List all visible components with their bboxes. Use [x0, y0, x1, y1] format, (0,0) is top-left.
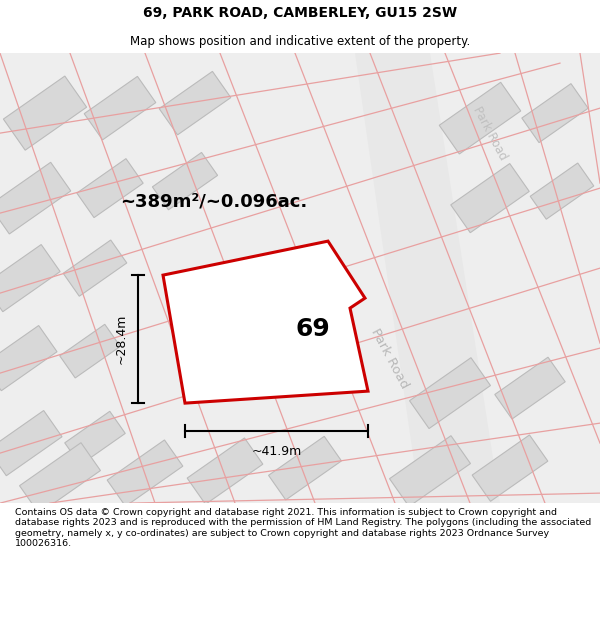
Polygon shape — [84, 76, 156, 140]
Polygon shape — [0, 53, 600, 503]
Polygon shape — [269, 436, 341, 500]
Text: 69: 69 — [296, 318, 331, 341]
Text: ~389m²/~0.096ac.: ~389m²/~0.096ac. — [120, 192, 307, 210]
Polygon shape — [472, 435, 548, 501]
Polygon shape — [60, 324, 120, 378]
Text: Park Road: Park Road — [369, 326, 411, 391]
Polygon shape — [159, 71, 231, 135]
Text: ~28.4m: ~28.4m — [115, 314, 128, 364]
Polygon shape — [410, 357, 490, 429]
Polygon shape — [451, 164, 529, 232]
Polygon shape — [0, 162, 71, 234]
Polygon shape — [439, 82, 521, 154]
Polygon shape — [65, 411, 125, 465]
Text: Contains OS data © Crown copyright and database right 2021. This information is : Contains OS data © Crown copyright and d… — [15, 508, 591, 548]
Polygon shape — [77, 159, 143, 218]
Polygon shape — [522, 84, 588, 142]
Text: Park Road: Park Road — [470, 104, 509, 162]
Text: 69, PARK ROAD, CAMBERLEY, GU15 2SW: 69, PARK ROAD, CAMBERLEY, GU15 2SW — [143, 6, 457, 20]
Polygon shape — [4, 76, 86, 150]
Text: Map shows position and indicative extent of the property.: Map shows position and indicative extent… — [130, 35, 470, 48]
Polygon shape — [495, 357, 565, 419]
Polygon shape — [355, 53, 500, 503]
Text: ~41.9m: ~41.9m — [251, 445, 302, 458]
Polygon shape — [63, 240, 127, 296]
Polygon shape — [152, 152, 218, 210]
Polygon shape — [20, 442, 100, 514]
Polygon shape — [187, 438, 263, 504]
Polygon shape — [163, 241, 368, 403]
Polygon shape — [0, 244, 60, 312]
Polygon shape — [0, 326, 57, 391]
Polygon shape — [389, 436, 470, 506]
Polygon shape — [530, 163, 594, 219]
Polygon shape — [0, 411, 62, 476]
Polygon shape — [107, 440, 183, 506]
